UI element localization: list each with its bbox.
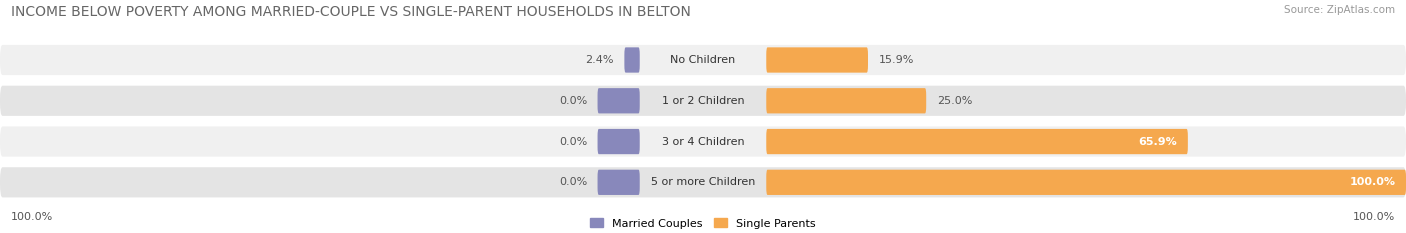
FancyBboxPatch shape [0, 86, 1406, 116]
Text: 100.0%: 100.0% [11, 212, 53, 222]
FancyBboxPatch shape [624, 47, 640, 73]
Text: 100.0%: 100.0% [1353, 212, 1395, 222]
FancyBboxPatch shape [0, 167, 1406, 197]
Text: 0.0%: 0.0% [558, 137, 588, 147]
FancyBboxPatch shape [766, 88, 927, 113]
Text: 0.0%: 0.0% [558, 96, 588, 106]
Text: Source: ZipAtlas.com: Source: ZipAtlas.com [1284, 5, 1395, 15]
FancyBboxPatch shape [766, 47, 868, 73]
Text: No Children: No Children [671, 55, 735, 65]
FancyBboxPatch shape [0, 127, 1406, 157]
FancyBboxPatch shape [766, 170, 1406, 195]
FancyBboxPatch shape [766, 129, 1188, 154]
Text: 5 or more Children: 5 or more Children [651, 177, 755, 187]
Text: 15.9%: 15.9% [879, 55, 914, 65]
Text: INCOME BELOW POVERTY AMONG MARRIED-COUPLE VS SINGLE-PARENT HOUSEHOLDS IN BELTON: INCOME BELOW POVERTY AMONG MARRIED-COUPL… [11, 5, 692, 19]
Text: 25.0%: 25.0% [936, 96, 972, 106]
FancyBboxPatch shape [598, 88, 640, 113]
Text: 100.0%: 100.0% [1350, 177, 1395, 187]
FancyBboxPatch shape [0, 45, 1406, 75]
FancyBboxPatch shape [598, 129, 640, 154]
Text: 3 or 4 Children: 3 or 4 Children [662, 137, 744, 147]
Text: 1 or 2 Children: 1 or 2 Children [662, 96, 744, 106]
Text: 2.4%: 2.4% [585, 55, 614, 65]
FancyBboxPatch shape [598, 170, 640, 195]
Text: 0.0%: 0.0% [558, 177, 588, 187]
Text: 65.9%: 65.9% [1139, 137, 1177, 147]
Legend: Married Couples, Single Parents: Married Couples, Single Parents [586, 214, 820, 233]
